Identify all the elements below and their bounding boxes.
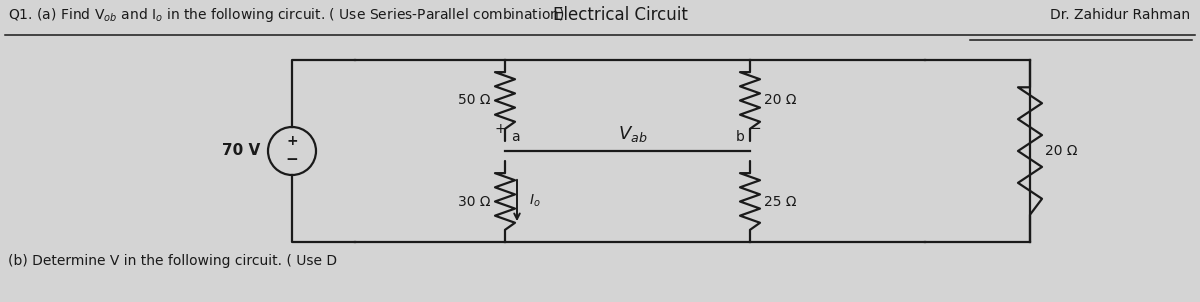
Text: +: + bbox=[494, 122, 506, 136]
Text: Dr. Zahidur Rahman: Dr. Zahidur Rahman bbox=[1050, 8, 1190, 22]
Text: V$_{ab}$: V$_{ab}$ bbox=[618, 124, 647, 144]
Text: b: b bbox=[736, 130, 745, 144]
Text: +: + bbox=[286, 134, 298, 148]
Text: 20 Ω: 20 Ω bbox=[764, 94, 797, 108]
Text: Electrical Circuit: Electrical Circuit bbox=[552, 6, 688, 24]
Text: (b) Determine V in the following circuit. ( Use D: (b) Determine V in the following circuit… bbox=[8, 254, 337, 268]
Text: I$_o$: I$_o$ bbox=[529, 192, 541, 209]
Text: 30 Ω: 30 Ω bbox=[458, 194, 491, 208]
Text: Q1. (a) Find V$_{ob}$ and I$_o$ in the following circuit. ( Use Series-Parallel : Q1. (a) Find V$_{ob}$ and I$_o$ in the f… bbox=[8, 6, 565, 24]
Text: a: a bbox=[511, 130, 520, 144]
Text: −: − bbox=[749, 121, 761, 137]
Text: 70 V: 70 V bbox=[222, 143, 260, 159]
Text: 50 Ω: 50 Ω bbox=[458, 94, 491, 108]
Text: −: − bbox=[286, 153, 299, 168]
Text: 25 Ω: 25 Ω bbox=[764, 194, 797, 208]
Text: 20 Ω: 20 Ω bbox=[1045, 144, 1078, 158]
